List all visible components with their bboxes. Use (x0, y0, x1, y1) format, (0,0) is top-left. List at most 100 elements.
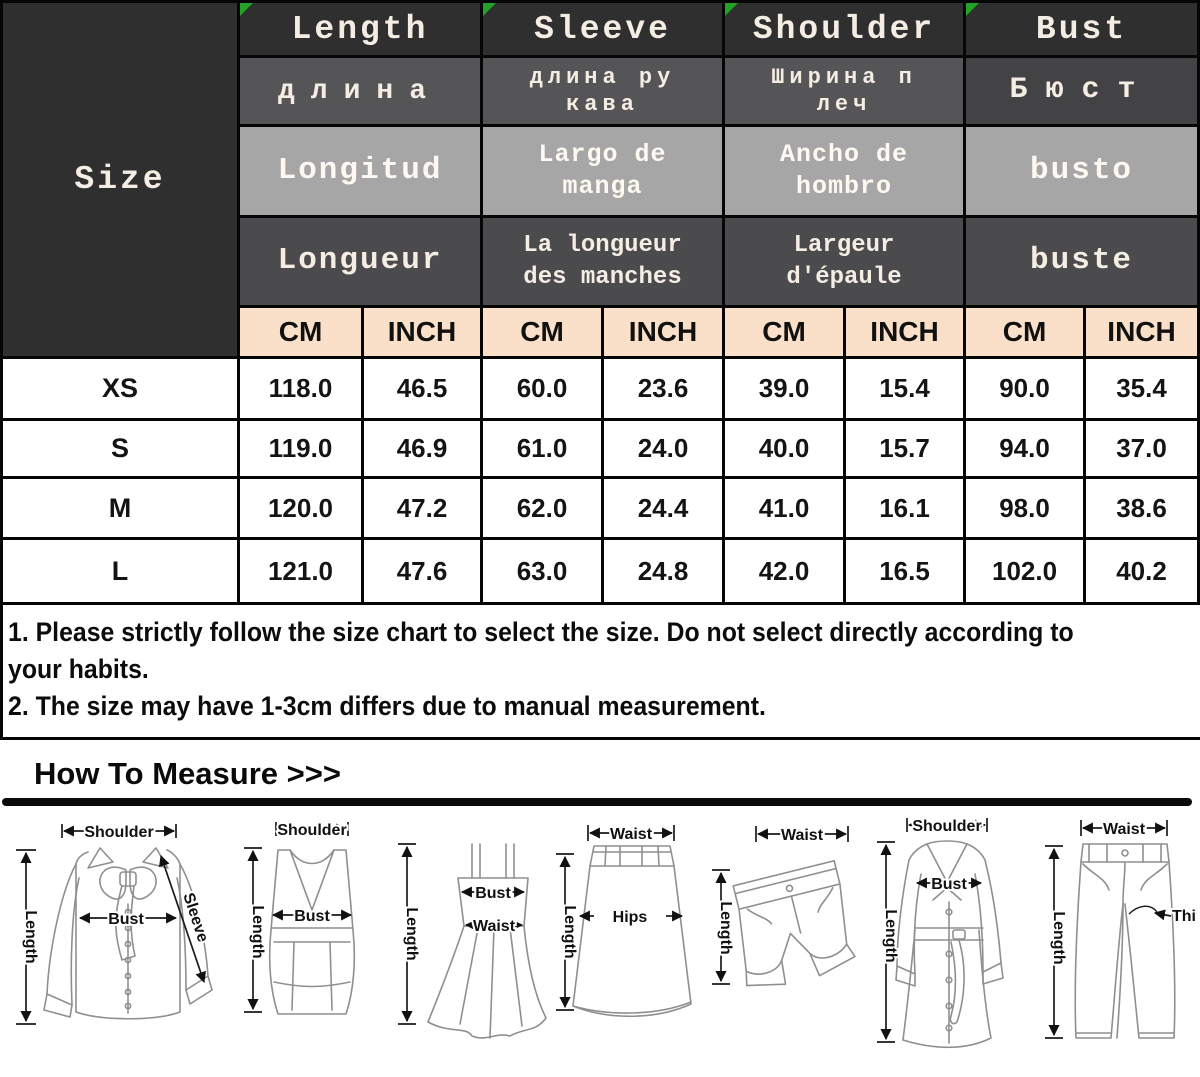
note-line: 2. The size may have 1-3cm differs due t… (8, 691, 766, 721)
table-row-m: M 120.0 47.2 62.0 24.4 41.0 16.1 98.0 38… (0, 476, 1200, 540)
blouse-length-label: Length (22, 910, 39, 963)
green-corner-marker-icon (484, 4, 497, 16)
unit-header: INCH (601, 305, 726, 359)
dress-bust-label: Bust (475, 885, 511, 902)
skirt-hips-label: Hips (613, 909, 648, 926)
tank-bust-label: Bust (294, 908, 330, 925)
cell: 24.8 (601, 537, 726, 605)
cell: 94.0 (963, 418, 1087, 479)
cell: 24.0 (601, 418, 726, 479)
cell: 118.0 (237, 356, 364, 421)
table-row-l: L 121.0 47.6 63.0 24.8 42.0 16.5 102.0 4… (0, 537, 1200, 605)
cell: 46.5 (360, 356, 484, 421)
dress-waist-label: Waist (473, 918, 516, 935)
size-chart-table: Size Length Sleeve Shoulder Bust длина д… (0, 0, 1200, 605)
dress-diagram: Bust Waist Length (398, 843, 547, 1039)
tank-top-diagram: Shoulder Bust Length (244, 820, 356, 1015)
col-header-shoulder-es: Ancho de hombro (722, 124, 967, 218)
pants-waist-label: Waist (1103, 821, 1146, 838)
cell: 63.0 (480, 537, 605, 605)
blouse-shoulder-label: Shoulder (84, 824, 153, 841)
skirt-diagram: Waist Hips Length (556, 824, 692, 1018)
cell: 90.0 (963, 356, 1087, 421)
cell: 61.0 (480, 418, 605, 479)
col-header-shoulder-ru: Ширина п леч (722, 55, 967, 127)
cell: 121.0 (237, 537, 364, 605)
size-name: XS (0, 356, 240, 421)
unit-header: INCH (843, 305, 967, 359)
shorts-diagram: Waist Length (712, 825, 856, 987)
pants-thigh-label: Thigh (1172, 908, 1195, 925)
cell: 102.0 (963, 537, 1087, 605)
cell: 23.6 (601, 356, 726, 421)
cell: 35.4 (1083, 356, 1200, 421)
green-corner-marker-icon (967, 4, 980, 16)
cell: 16.5 (843, 537, 967, 605)
size-name: L (0, 537, 240, 605)
cell: 15.7 (843, 418, 967, 479)
cell: 41.0 (722, 476, 847, 540)
col-header-length-es: Longitud (236, 124, 484, 218)
col-header-bust-label: Bust (1035, 10, 1128, 48)
tank-shoulder-label: Shoulder (277, 822, 346, 839)
blouse-bust-label: Bust (108, 911, 144, 928)
cell: 47.2 (360, 476, 484, 540)
col-header-length-label: Length (291, 10, 429, 48)
coat-bust-label: Bust (931, 876, 967, 893)
cell: 39.0 (722, 356, 847, 421)
unit-header: CM (963, 305, 1087, 359)
cell: 120.0 (237, 476, 364, 540)
cell: 47.6 (360, 537, 484, 605)
col-header-sleeve: Sleeve (480, 0, 726, 58)
cell: 37.0 (1083, 418, 1200, 479)
size-corner-cell: Size (0, 0, 240, 359)
shorts-length-label: Length (717, 901, 734, 954)
table-row-xs: XS 118.0 46.5 60.0 23.6 39.0 15.4 90.0 3… (0, 356, 1200, 421)
col-header-shoulder-fr: Largeur d'épaule (722, 215, 967, 308)
green-corner-marker-icon (726, 4, 739, 16)
col-header-sleeve-ru: длина ру кава (480, 55, 726, 127)
cell: 40.0 (722, 418, 847, 479)
section-divider (2, 798, 1192, 806)
notes-section: 1. Please strictly follow the size chart… (0, 605, 1200, 740)
table-row-s: S 119.0 46.9 61.0 24.0 40.0 15.7 94.0 37… (0, 418, 1200, 479)
unit-header: CM (480, 305, 605, 359)
measurement-diagrams: Shoulder Bust Length Sleeve Shoulder Bus… (0, 812, 1200, 1062)
col-header-sleeve-label: Sleeve (534, 10, 671, 48)
skirt-waist-label: Waist (610, 826, 653, 843)
col-header-length: Length (236, 0, 484, 58)
cell: 46.9 (360, 418, 484, 479)
size-name: S (0, 418, 240, 479)
coat-length-label: Length (882, 909, 899, 962)
note-line: 1. Please strictly follow the size chart… (8, 617, 1074, 647)
col-header-bust: Bust (963, 0, 1200, 58)
cell: 16.1 (843, 476, 967, 540)
col-header-length-fr: Longueur (236, 215, 484, 308)
col-header-shoulder-label: Shoulder (752, 10, 936, 48)
unit-header: CM (237, 305, 364, 359)
blouse-diagram: Shoulder Bust Length Sleeve (16, 822, 213, 1025)
unit-header: INCH (1083, 305, 1200, 359)
shorts-waist-label: Waist (781, 827, 824, 844)
tank-length-label: Length (249, 905, 266, 958)
coat-diagram: Shoulder Bust Length (877, 816, 1004, 1049)
dress-length-label: Length (403, 907, 420, 960)
col-header-shoulder: Shoulder (722, 0, 967, 58)
cell: 60.0 (480, 356, 605, 421)
unit-header: INCH (360, 305, 484, 359)
pants-length-label: Length (1050, 911, 1067, 964)
note-line: your habits. (8, 654, 149, 684)
how-to-measure-title: How To Measure >>> (34, 756, 341, 791)
green-corner-marker-icon (241, 4, 253, 16)
cell: 42.0 (722, 537, 847, 605)
cell: 119.0 (237, 418, 364, 479)
col-header-bust-ru: Бюст (963, 55, 1200, 127)
cell: 40.2 (1083, 537, 1200, 605)
col-header-bust-fr: buste (963, 215, 1200, 308)
cell: 38.6 (1083, 476, 1200, 540)
col-header-length-ru: длина (236, 55, 484, 127)
cell: 98.0 (963, 476, 1087, 540)
coat-shoulder-label: Shoulder (912, 818, 981, 835)
cell: 62.0 (480, 476, 605, 540)
cell: 15.4 (843, 356, 967, 421)
